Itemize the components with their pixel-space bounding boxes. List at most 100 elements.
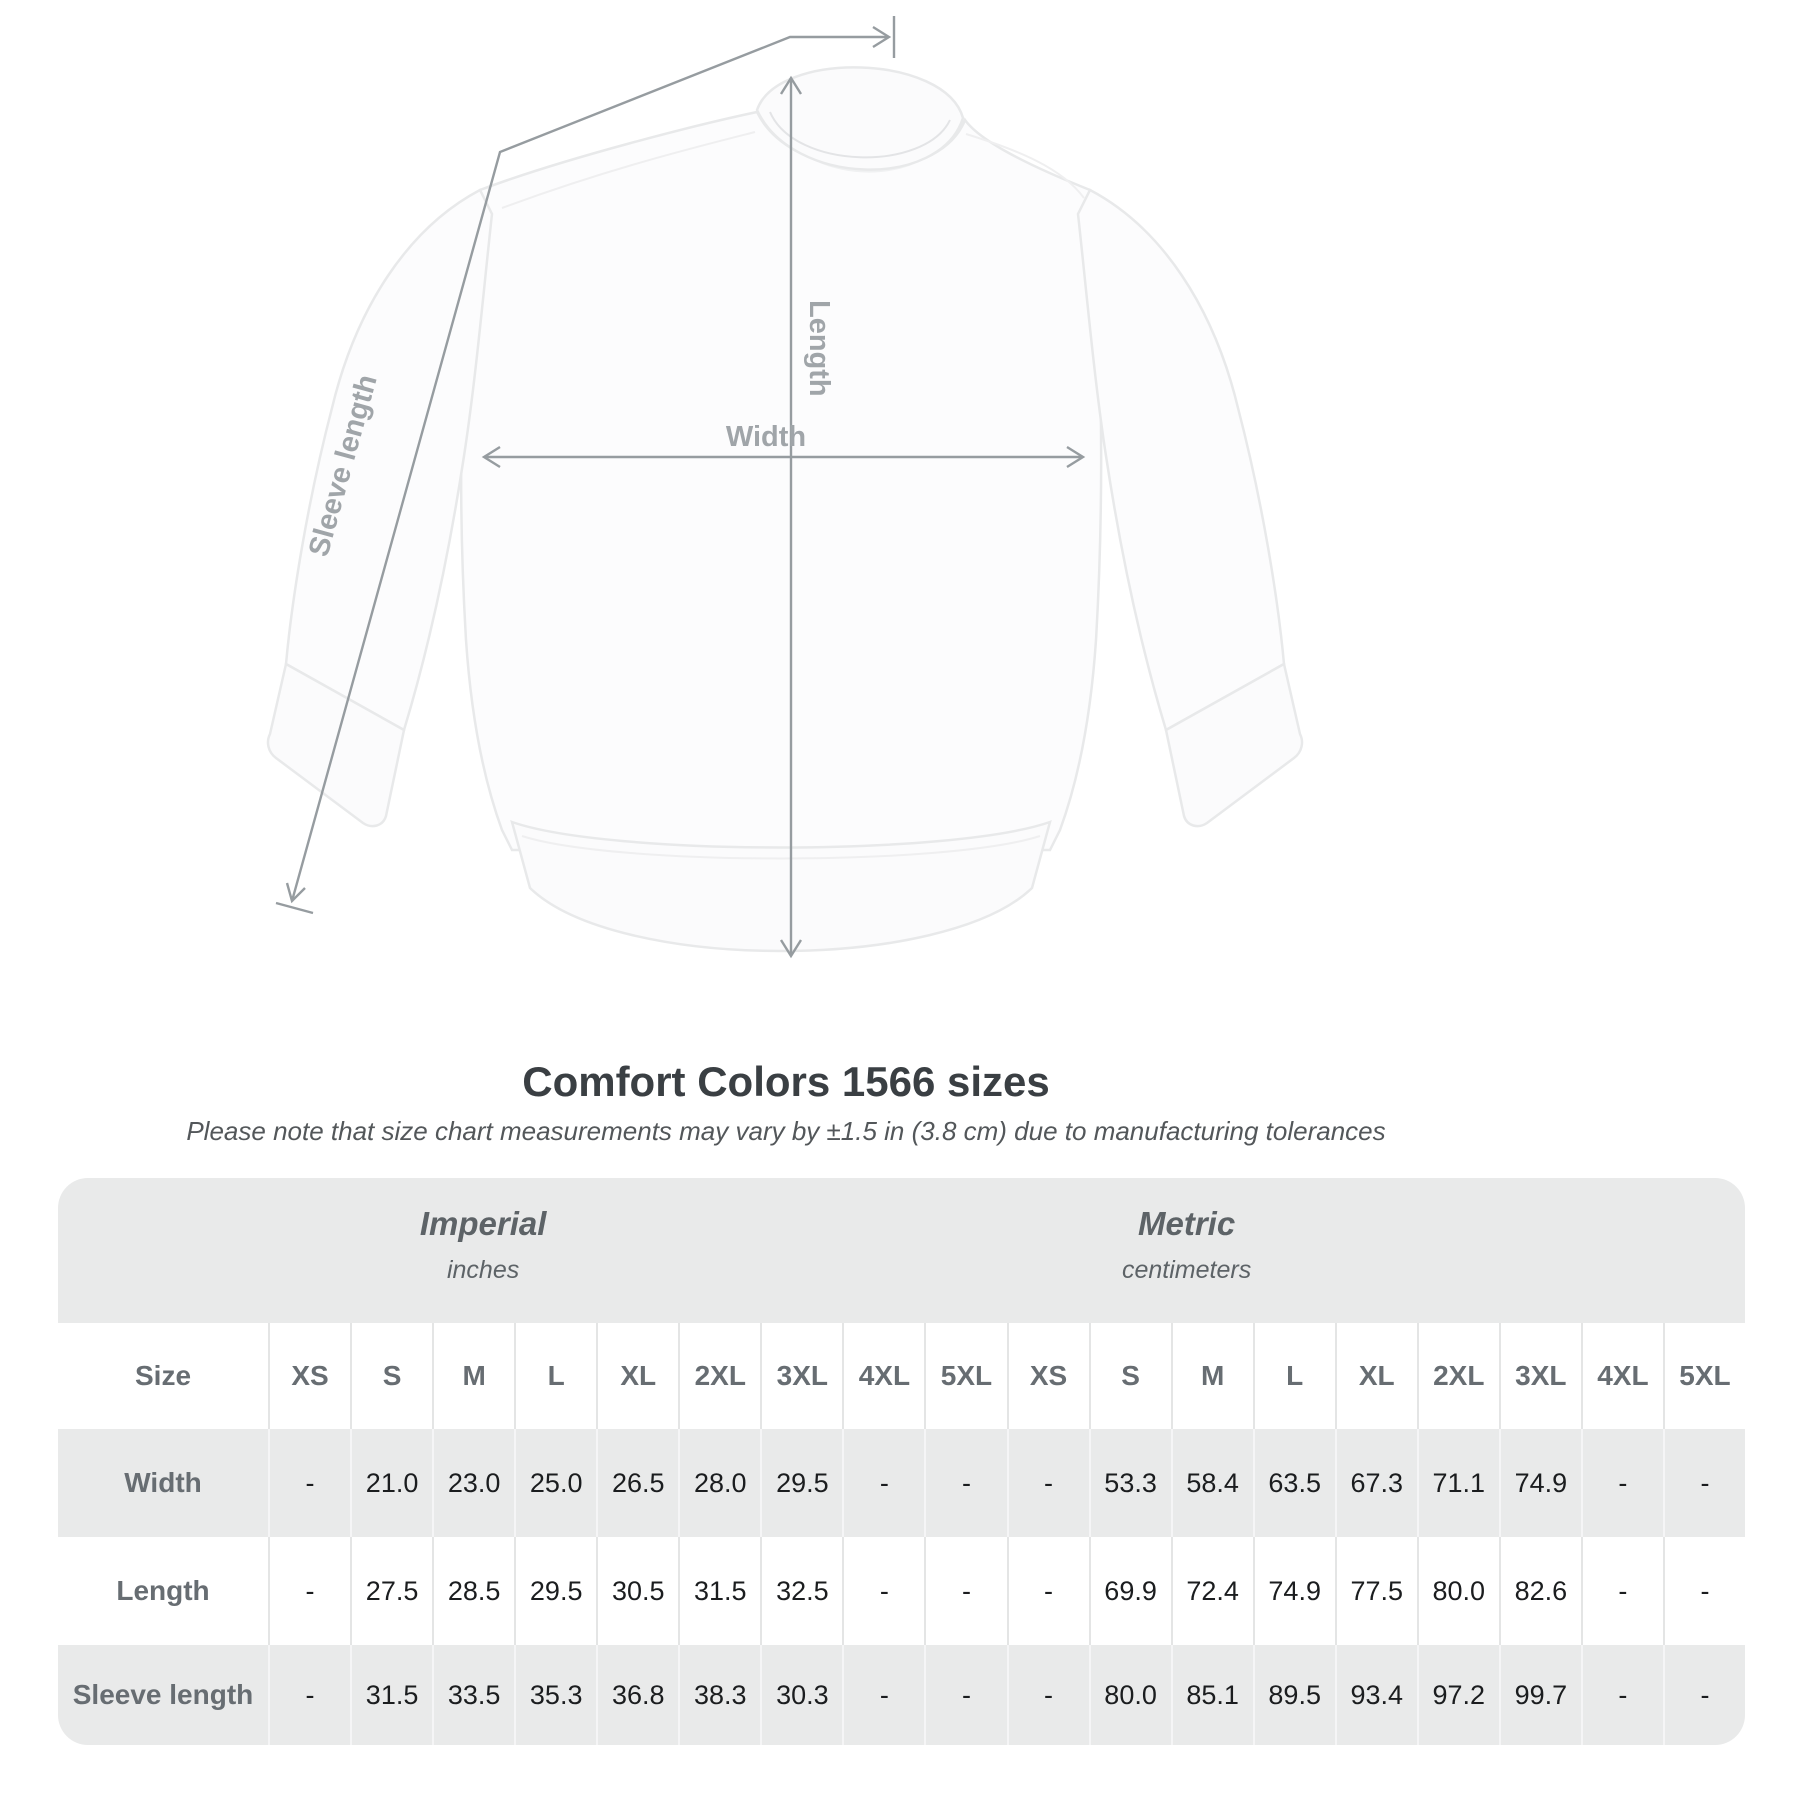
metric-size-header: M [1170,1323,1253,1429]
hem-seam [521,835,1041,860]
metric-value-cell: - [1662,1429,1745,1537]
imperial-value-cell: 27.5 [350,1537,433,1645]
metric-size-header: L [1252,1323,1335,1429]
metric-value-cell: 80.0 [1088,1645,1171,1745]
imperial-value-cell: 29.5 [760,1429,842,1537]
metric-size-header: 4XL [1580,1323,1663,1429]
imperial-size-header: 5XL [924,1323,1007,1429]
metric-value-cell: - [1580,1645,1663,1745]
imperial-value-cell: - [268,1537,351,1645]
collar-band [755,66,965,171]
row-label: Length [58,1537,268,1645]
size-chart-card: Imperial inches Metric centimeters Size X… [58,1178,1745,1745]
size-table: Size XS S M L XL 2XL 3XL 4XL 5XL XS S M L XL 2XL 3XL 4XL 5… [58,1323,1745,1745]
imperial-value-cell: 33.5 [432,1645,514,1745]
imperial-value-cell: 26.5 [596,1429,678,1537]
length-arrow-down [779,939,803,959]
imperial-size-header: 2XL [678,1323,761,1429]
metric-value-cell: 69.9 [1088,1537,1171,1645]
metric-value-cell: 77.5 [1334,1537,1417,1645]
metric-value-cell: 74.9 [1498,1429,1581,1537]
imperial-size-header: XL [596,1323,679,1429]
imperial-value-cell: 31.5 [350,1645,432,1745]
width-arrow-left [481,445,501,469]
right-cuff [1164,662,1304,828]
collar-rib-seam [769,111,951,159]
right-sleeve [1076,188,1286,732]
row-label: Sleeve length [72,1679,254,1710]
sleeve-arrow-right [872,25,892,49]
tolerance-note: Please note that size chart measurements… [186,1116,1386,1146]
metric-value-cell: 63.5 [1252,1429,1335,1537]
metric-value-cell: - [1662,1645,1745,1745]
metric-value-cell: 97.2 [1416,1645,1499,1745]
imperial-value-cell: 28.5 [432,1537,515,1645]
metric-value-cell: 58.4 [1170,1429,1253,1537]
imperial-size-header: M [432,1323,515,1429]
metric-value-cell: - [1580,1537,1663,1645]
metric-size-header: 3XL [1498,1323,1581,1429]
length-arrow-up [779,75,803,95]
length-label: Length [803,300,835,397]
imperial-value-cell: - [842,1429,924,1537]
metric-size-header: S [1088,1323,1171,1429]
width-arrow-right [1066,445,1086,469]
imperial-value-cell: - [268,1645,350,1745]
sleeve-line [290,35,889,902]
metric-size-header: 2XL [1416,1323,1499,1429]
imperial-size-header: 3XL [760,1323,843,1429]
imperial-value-cell: 30.3 [760,1645,842,1745]
metric-value-cell: 82.6 [1498,1537,1581,1645]
unit-band: Imperial inches Metric centimeters [58,1178,1745,1323]
imperial-label: Imperial [419,1205,547,1242]
page-title: Comfort Colors 1566 sizes [522,1058,1050,1105]
metric-label: Metric [1137,1205,1236,1242]
sweatshirt-body [459,110,1103,852]
imperial-value-cell: - [842,1537,925,1645]
imperial-size-header: S [350,1323,433,1429]
imperial-value-cell: 31.5 [678,1537,761,1645]
metric-value-cell: 74.9 [1252,1537,1335,1645]
imperial-value-cell: 23.0 [432,1429,514,1537]
metric-value-cell: 71.1 [1416,1429,1499,1537]
imperial-value-cell: - [924,1645,1006,1745]
metric-sublabel: centimeters [1121,1256,1252,1284]
imperial-size-header: XS [268,1323,351,1429]
imperial-value-cell: - [842,1645,924,1745]
metric-value-cell: 89.5 [1252,1645,1335,1745]
imperial-size-header: L [514,1323,597,1429]
metric-size-header: XL [1334,1323,1417,1429]
sleeve-arrow-bottom [285,882,306,904]
metric-value-cell: - [1580,1429,1663,1537]
metric-value-cell: 67.3 [1334,1429,1417,1537]
imperial-value-cell: - [268,1429,350,1537]
imperial-unit-group: Imperial inches [420,1204,547,1285]
sweatshirt-svg: Width Length Sleeve length [266,16,1304,959]
imperial-value-cell: 38.3 [678,1645,760,1745]
imperial-value-cell: 36.8 [596,1645,678,1745]
metric-value-cell: - [1006,1429,1089,1537]
metric-value-cell: - [1006,1537,1089,1645]
metric-value-cell: 72.4 [1170,1537,1253,1645]
metric-unit-group: Metric centimeters [1122,1204,1251,1285]
metric-value-cell: 93.4 [1334,1645,1417,1745]
measure-lines [275,16,1086,959]
imperial-sublabel: inches [446,1256,520,1284]
row-label: Width [124,1467,202,1498]
right-yoke-seam [965,133,1085,199]
metric-value-cell: - [1006,1645,1089,1745]
imperial-value-cell: 25.0 [514,1429,596,1537]
imperial-value-cell: 35.3 [514,1645,596,1745]
metric-value-cell: 80.0 [1416,1537,1499,1645]
imperial-value-cell: 29.5 [514,1537,597,1645]
metric-size-header: 5XL [1662,1323,1745,1429]
imperial-value-cell: 28.0 [678,1429,760,1537]
size-corner-header: Size [58,1323,268,1429]
imperial-value-cell: 21.0 [350,1429,432,1537]
sleeve-tick-bottom [275,901,314,915]
metric-value-cell: - [1662,1537,1745,1645]
metric-value-cell: 99.7 [1498,1645,1581,1745]
metric-value-cell: 85.1 [1170,1645,1253,1745]
metric-value-cell: 53.3 [1088,1429,1171,1537]
metric-size-header: XS [1006,1323,1089,1429]
